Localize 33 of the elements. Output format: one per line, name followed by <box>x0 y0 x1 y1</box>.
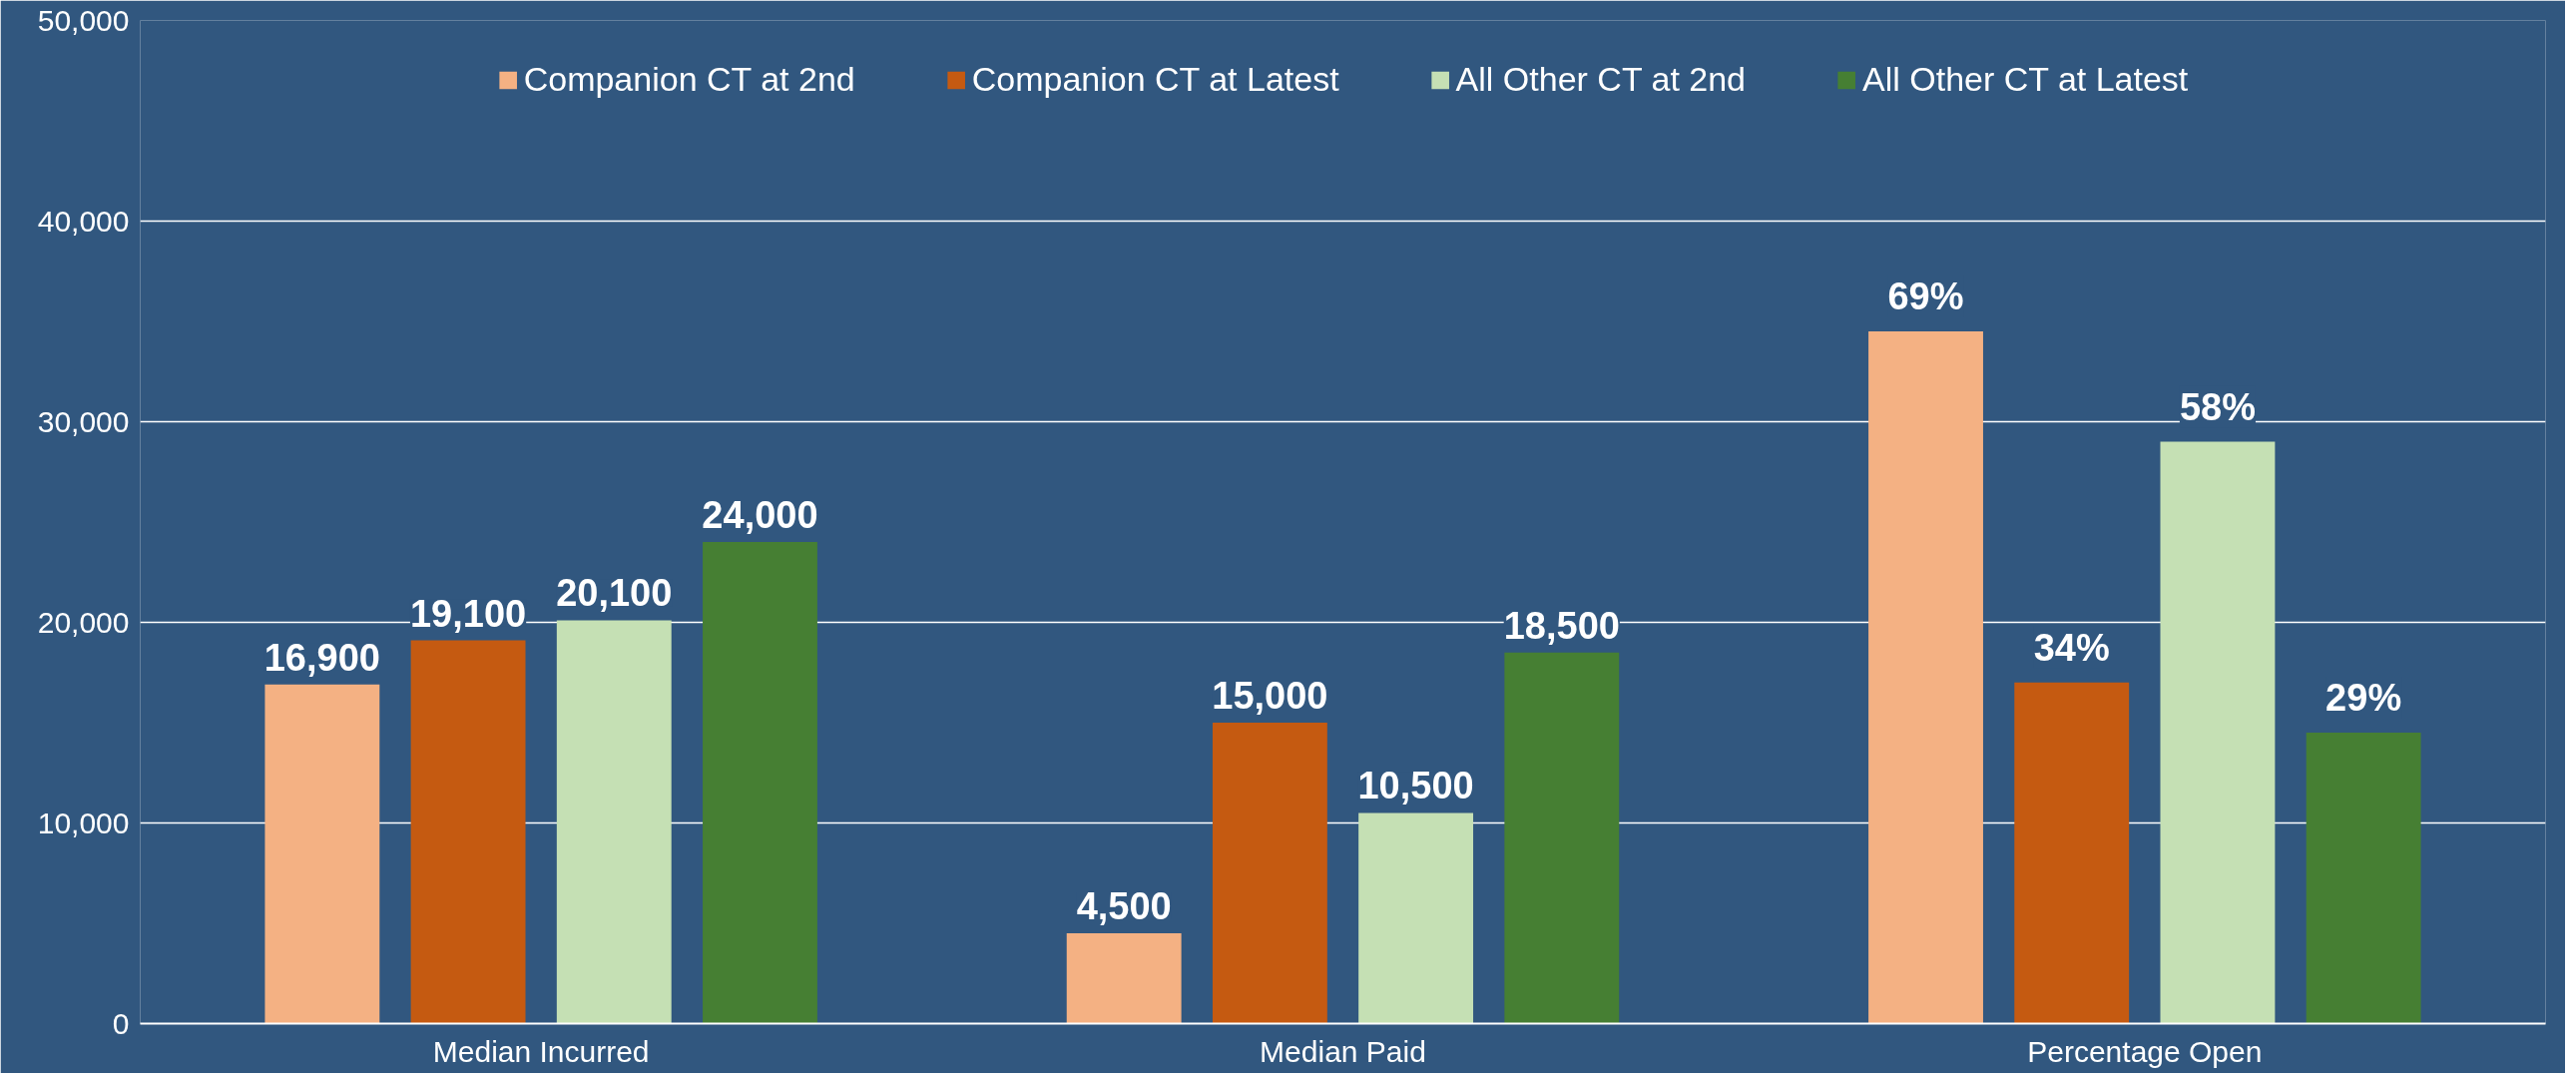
legend-label: Companion CT at Latest <box>971 60 1339 99</box>
bar <box>556 620 672 1024</box>
data-label: 69% <box>1887 275 1964 318</box>
y-tick-label: 20,000 <box>37 605 130 639</box>
data-label: 18,500 <box>1503 604 1620 647</box>
data-label: 19,100 <box>409 592 527 635</box>
data-label: 16,900 <box>263 636 380 679</box>
x-tick-label: Median Paid <box>1260 1034 1426 1068</box>
y-tick-label: 10,000 <box>37 806 130 839</box>
legend-label: All Other CT at Latest <box>1862 60 2189 99</box>
data-label: 10,500 <box>1357 765 1474 808</box>
data-label: 58% <box>2179 385 2256 428</box>
data-label: 29% <box>2325 677 2402 720</box>
y-tick-label: 0 <box>112 1006 130 1040</box>
y-tick-label: 50,000 <box>37 3 130 37</box>
legend-label: Companion CT at 2nd <box>523 60 855 99</box>
bar <box>410 640 526 1024</box>
bar <box>703 542 817 1024</box>
y-tick-label: 30,000 <box>37 404 130 438</box>
bar <box>1066 933 1182 1024</box>
x-tick-label: Percentage Open <box>2027 1034 2263 1068</box>
legend-label: All Other CT at 2nd <box>1455 60 1747 99</box>
bar <box>1358 812 1474 1024</box>
bar <box>1504 652 1620 1024</box>
data-label: 24,000 <box>702 494 818 537</box>
data-label: 20,100 <box>556 572 673 615</box>
y-tick-label: 40,000 <box>37 204 130 238</box>
data-label: 34% <box>2033 626 2110 669</box>
bar <box>1212 723 1327 1024</box>
bar <box>264 684 380 1024</box>
data-label: 15,000 <box>1212 675 1328 717</box>
x-tick-label: Median Incurred <box>432 1034 650 1068</box>
data-label: 4,500 <box>1076 885 1172 928</box>
